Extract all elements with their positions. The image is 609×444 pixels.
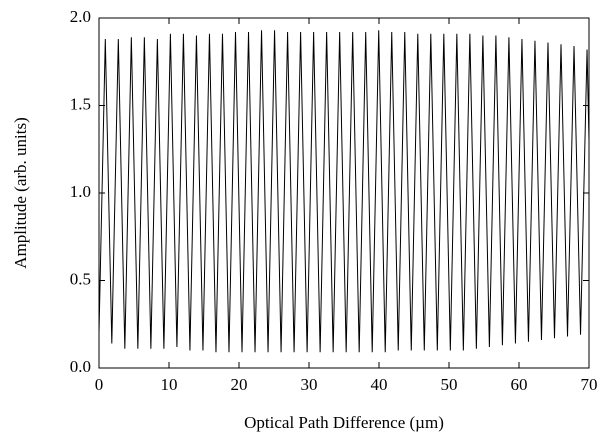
x-tick-label: 0 bbox=[95, 375, 104, 394]
x-tick-label: 40 bbox=[371, 375, 388, 394]
x-axis-label: Optical Path Difference (µm) bbox=[244, 413, 444, 432]
y-tick-label: 0.5 bbox=[70, 269, 91, 288]
plot-frame bbox=[98, 17, 590, 369]
x-tick-label: 60 bbox=[511, 375, 528, 394]
y-tick-label: 0.0 bbox=[70, 357, 91, 376]
data-line bbox=[98, 30, 590, 353]
y-axis-label: Amplitude (arb. units) bbox=[11, 117, 30, 269]
y-tick-label: 2.0 bbox=[70, 7, 91, 26]
x-tick-label: 30 bbox=[301, 375, 318, 394]
y-tick-label: 1.5 bbox=[70, 94, 91, 113]
x-tick-label: 70 bbox=[581, 375, 598, 394]
x-tick-label: 50 bbox=[441, 375, 458, 394]
y-tick-label: 1.0 bbox=[70, 182, 91, 201]
x-tick-label: 20 bbox=[231, 375, 248, 394]
x-tick-label: 10 bbox=[161, 375, 178, 394]
